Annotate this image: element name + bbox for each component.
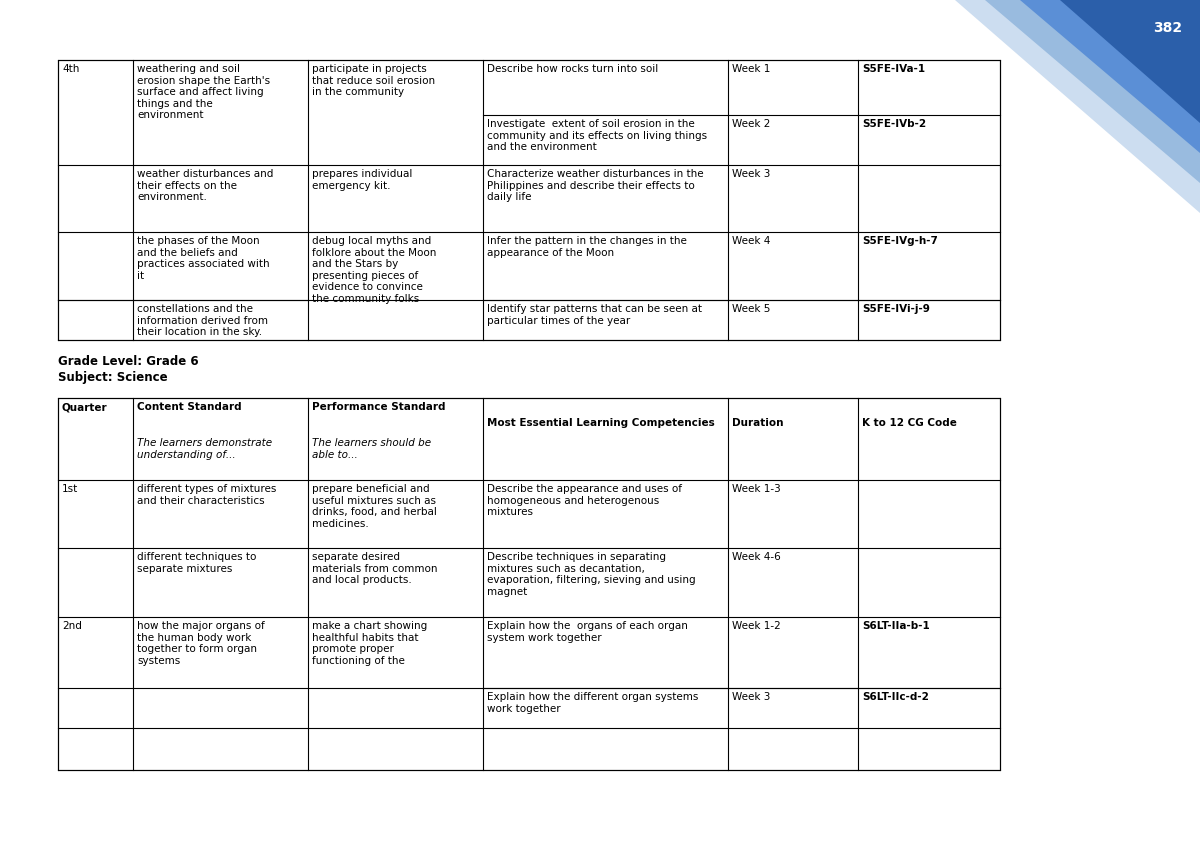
Text: Quarter: Quarter [62,402,108,412]
Text: S5FE-IVi-j-9: S5FE-IVi-j-9 [862,304,930,314]
Text: Subject: Science: Subject: Science [58,371,168,384]
Text: Content Standard: Content Standard [137,402,241,412]
Text: Characterize weather disturbances in the
Philippines and describe their effects : Characterize weather disturbances in the… [487,169,703,202]
Text: Explain how the  organs of each organ
system work together: Explain how the organs of each organ sys… [487,621,688,643]
Text: 2nd: 2nd [62,621,82,631]
Text: make a chart showing
healthful habits that
promote proper
functioning of the: make a chart showing healthful habits th… [312,621,427,666]
Text: Week 1-3: Week 1-3 [732,484,781,494]
Text: Week 4: Week 4 [732,236,770,246]
Text: S5FE-IVb-2: S5FE-IVb-2 [862,119,926,129]
Text: Describe the appearance and uses of
homogeneous and heterogenous
mixtures: Describe the appearance and uses of homo… [487,484,682,517]
Text: Week 4-6: Week 4-6 [732,552,781,562]
Text: constellations and the
information derived from
their location in the sky.: constellations and the information deriv… [137,304,268,338]
Text: Investigate  extent of soil erosion in the
community and its effects on living t: Investigate extent of soil erosion in th… [487,119,707,152]
Text: The learners should be
able to...: The learners should be able to... [312,438,431,460]
Text: prepare beneficial and
useful mixtures such as
drinks, food, and herbal
medicine: prepare beneficial and useful mixtures s… [312,484,437,529]
Text: 382: 382 [1153,21,1182,35]
Text: participate in projects
that reduce soil erosion
in the community: participate in projects that reduce soil… [312,64,436,98]
Text: 1st: 1st [62,484,78,494]
Text: prepares individual
emergency kit.: prepares individual emergency kit. [312,169,413,191]
Text: Week 3: Week 3 [732,692,770,702]
Text: Infer the pattern in the changes in the
appearance of the Moon: Infer the pattern in the changes in the … [487,236,686,258]
Text: Week 5: Week 5 [732,304,770,314]
Text: S6LT-IIc-d-2: S6LT-IIc-d-2 [862,692,929,702]
Text: Week 3: Week 3 [732,169,770,179]
Text: S5FE-IVa-1: S5FE-IVa-1 [862,64,925,74]
Text: Duration: Duration [732,418,784,428]
Text: Week 1-2: Week 1-2 [732,621,781,631]
Text: Explain how the different organ systems
work together: Explain how the different organ systems … [487,692,698,714]
Polygon shape [1020,0,1200,153]
Text: how the major organs of
the human body work
together to form organ
systems: how the major organs of the human body w… [137,621,265,666]
Text: weathering and soil
erosion shape the Earth's
surface and affect living
things a: weathering and soil erosion shape the Ea… [137,64,270,120]
Text: Most Essential Learning Competencies: Most Essential Learning Competencies [487,418,715,428]
Text: Grade Level: Grade 6: Grade Level: Grade 6 [58,355,199,368]
Text: the phases of the Moon
and the beliefs and
practices associated with
it: the phases of the Moon and the beliefs a… [137,236,270,281]
Text: different techniques to
separate mixtures: different techniques to separate mixture… [137,552,257,573]
Text: S5FE-IVg-h-7: S5FE-IVg-h-7 [862,236,938,246]
Text: Week 1: Week 1 [732,64,770,74]
Polygon shape [985,0,1200,183]
Text: different types of mixtures
and their characteristics: different types of mixtures and their ch… [137,484,276,505]
Text: weather disturbances and
their effects on the
environment.: weather disturbances and their effects o… [137,169,274,202]
Text: The learners demonstrate
understanding of...: The learners demonstrate understanding o… [137,438,272,460]
Text: Describe how rocks turn into soil: Describe how rocks turn into soil [487,64,659,74]
Text: Describe techniques in separating
mixtures such as decantation,
evaporation, fil: Describe techniques in separating mixtur… [487,552,696,597]
Text: debug local myths and
folklore about the Moon
and the Stars by
presenting pieces: debug local myths and folklore about the… [312,236,437,304]
Text: K to 12 CG Code: K to 12 CG Code [862,418,956,428]
Bar [58,60,1000,340]
Polygon shape [955,0,1200,213]
Bar [58,398,1000,770]
Text: S6LT-IIa-b-1: S6LT-IIa-b-1 [862,621,930,631]
Text: Identify star patterns that can be seen at
particular times of the year: Identify star patterns that can be seen … [487,304,702,326]
Text: Week 2: Week 2 [732,119,770,129]
Polygon shape [1060,0,1200,123]
Text: separate desired
materials from common
and local products.: separate desired materials from common a… [312,552,438,585]
Text: Performance Standard: Performance Standard [312,402,445,412]
Text: 4th: 4th [62,64,79,74]
